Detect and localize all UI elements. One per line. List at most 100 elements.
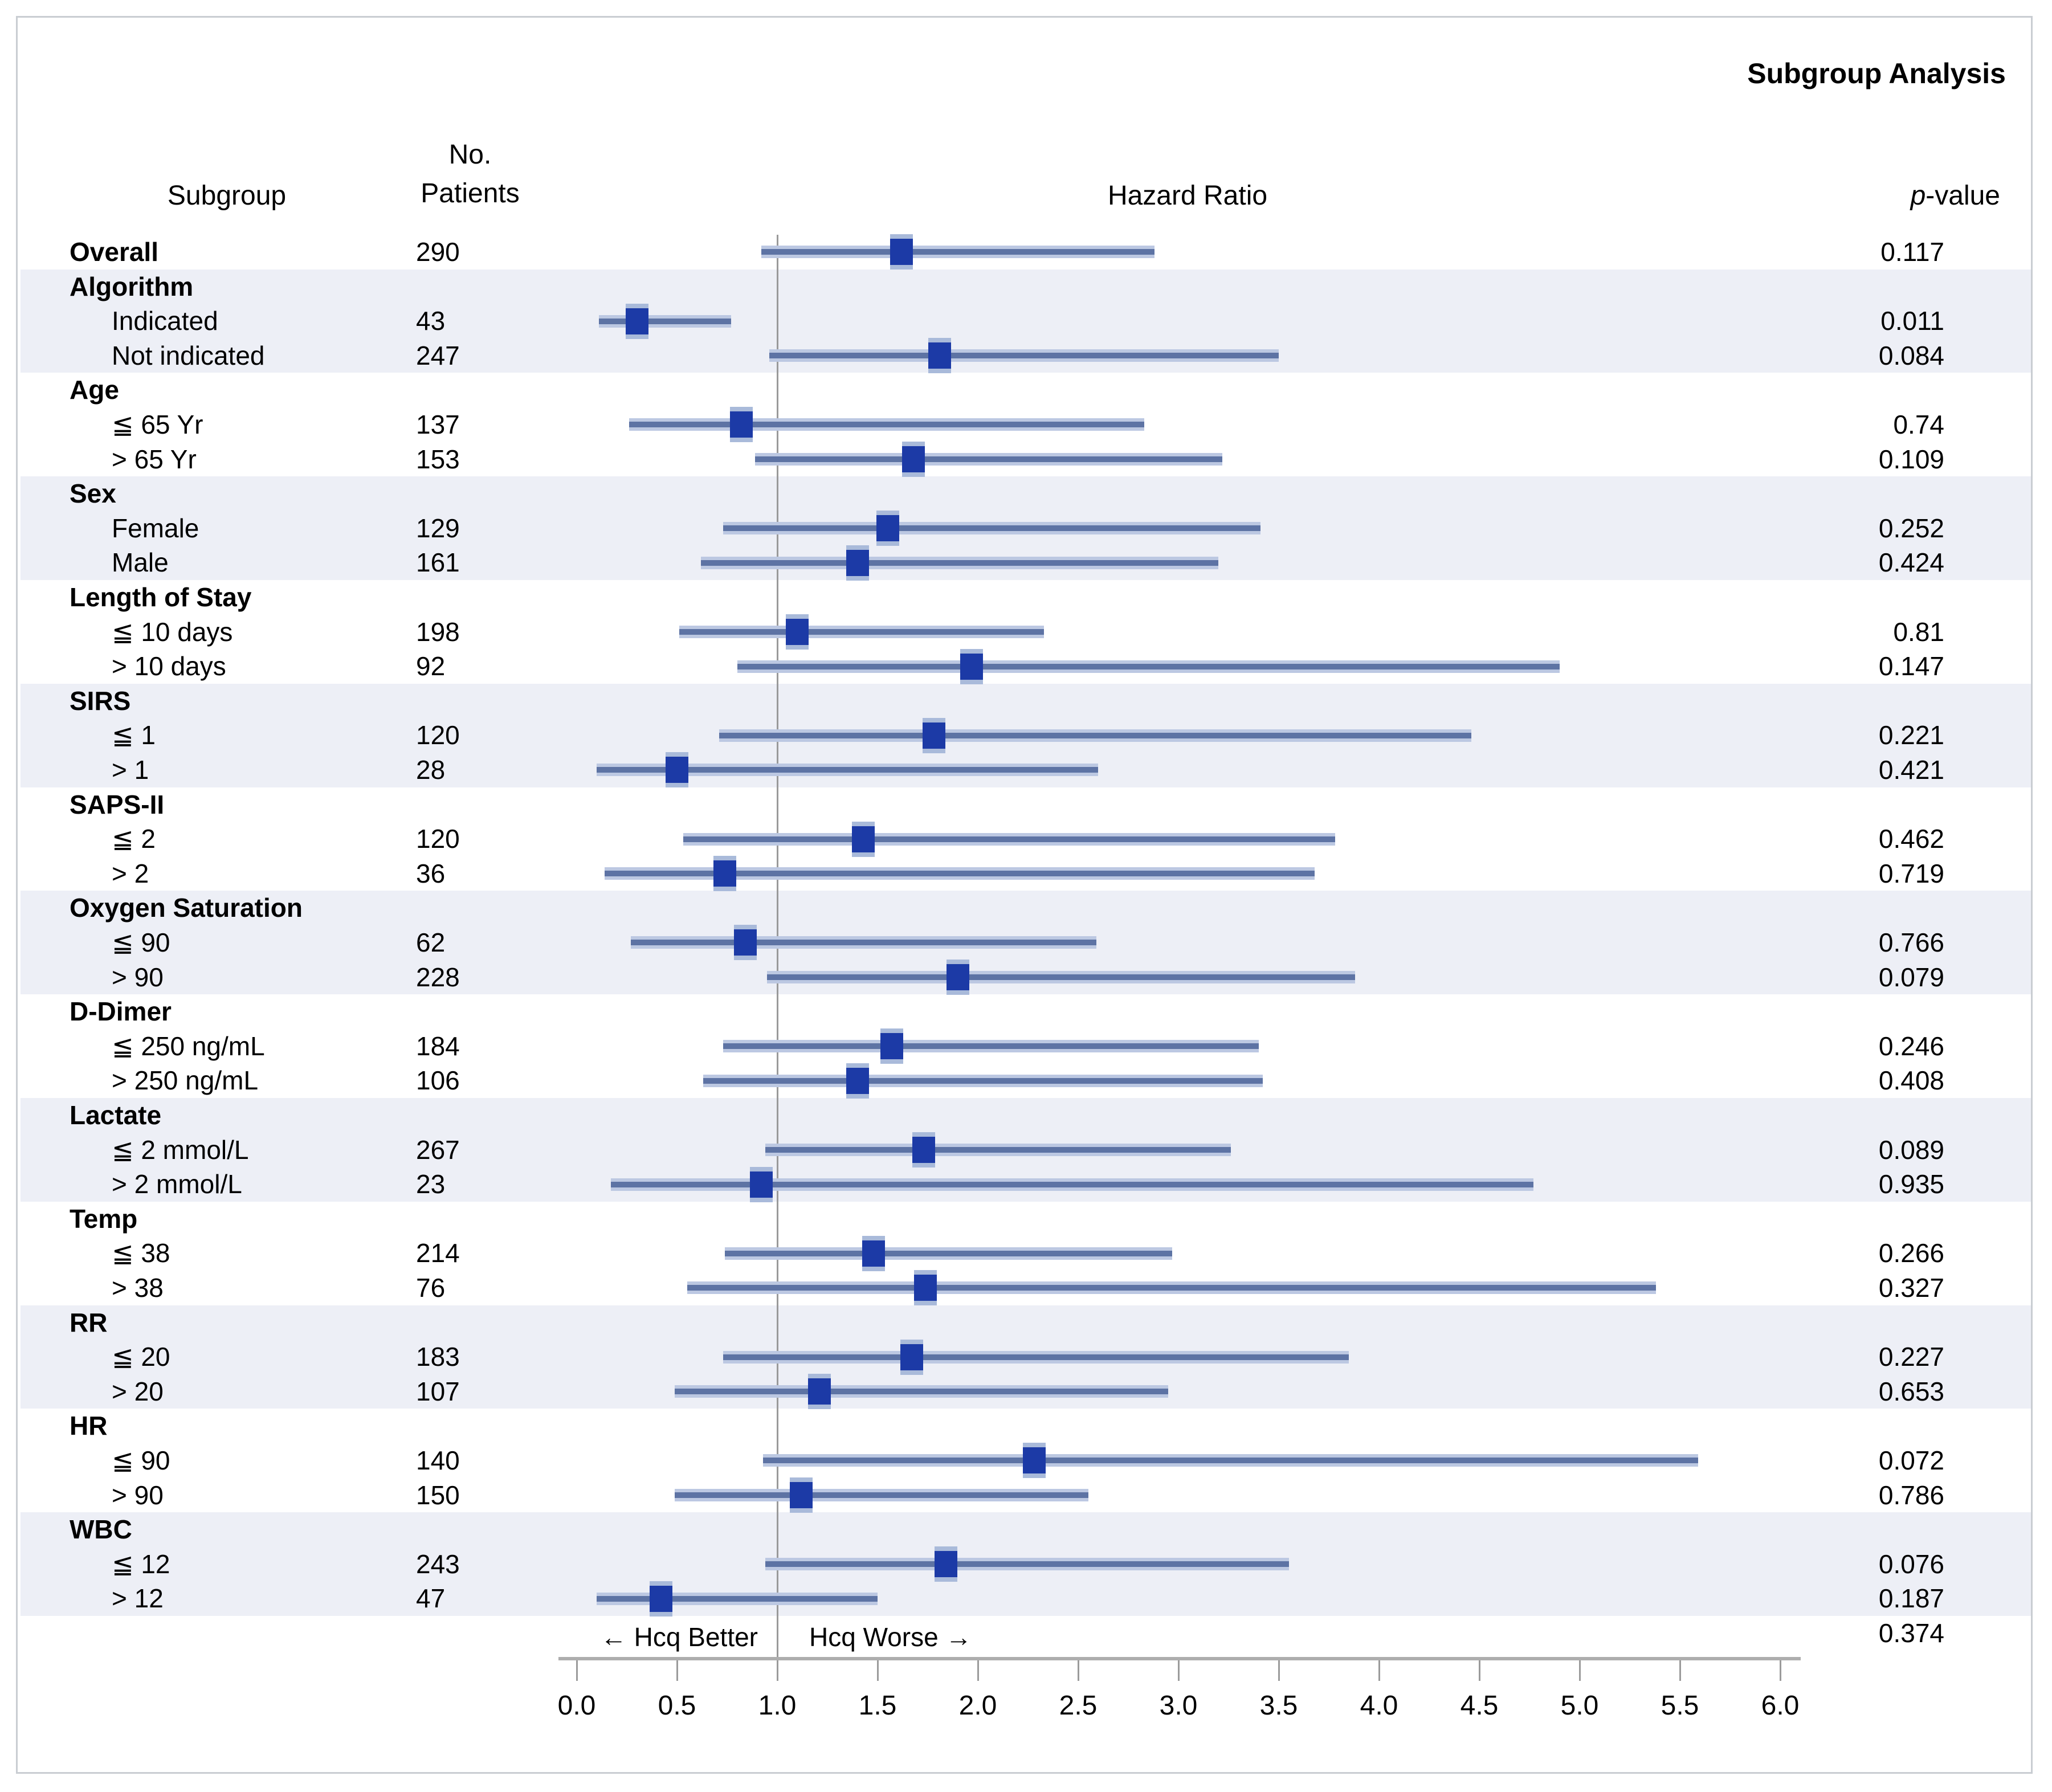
row-label: Algorithm [70,271,194,301]
row-label: RR [70,1307,108,1337]
row-p-value: 0.252 [1878,513,1944,543]
hazard-ratio-marker [749,1166,773,1202]
row-label: SIRS [70,685,131,716]
row-label: Not indicated [112,340,265,370]
row-label: ≦ 2 mmol/L [112,1134,249,1165]
row-p-value: 0.011 [1880,306,1944,336]
row-patient-count: 290 [416,237,460,267]
row-label: Female [112,513,199,543]
column-header-no: No. [448,140,492,170]
confidence-interval-bar [765,1558,1289,1571]
confidence-interval-bar [765,1143,1231,1156]
axis-label-hcq-worse: Hcq Worse → [809,1622,972,1652]
row-patient-count: 43 [416,306,446,336]
row-label: Temp [70,1203,138,1234]
row-patient-count: 247 [416,340,460,370]
row-label: > 12 [112,1583,164,1614]
column-header-subgroup: Subgroup [167,181,287,211]
x-axis-tick [977,1660,979,1681]
row-label: > 65 Yr [112,444,197,474]
row-patient-count: 214 [416,1238,460,1268]
row-label: > 2 [112,858,149,888]
row-p-value: 0.935 [1878,1169,1944,1199]
row-patient-count: 23 [416,1169,446,1199]
row-patient-count: 267 [416,1134,460,1165]
hazard-ratio-marker [862,1235,885,1271]
row-patient-count: 150 [416,1480,460,1510]
row-p-value: 0.246 [1878,1031,1944,1061]
axis-label-hcq-better: ← Hcq Better [600,1622,758,1652]
row-p-value: 0.072 [1878,1446,1944,1475]
row-p-value: 0.266 [1878,1238,1944,1268]
confidence-interval-bar [761,246,1154,259]
x-axis-tick [1479,1660,1480,1681]
column-header-p-value: p-value [1812,180,2000,211]
x-axis-tick-label: 2.0 [958,1691,997,1721]
hazard-ratio-marker [960,648,984,684]
row-patient-count: 137 [416,410,460,439]
hazard-ratio-marker [912,1132,935,1168]
row-label: ≦ 10 days [112,617,233,647]
row-p-value: 0.74 [1893,410,1944,439]
x-axis-tick-label: 6.0 [1761,1691,1800,1721]
row-patient-count: 161 [416,548,460,578]
row-patient-count: 92 [416,651,446,681]
row-label: ≦ 250 ng/mL [112,1031,265,1061]
row-p-value: 0.653 [1878,1376,1944,1406]
row-label: Male [112,548,169,578]
confidence-interval-bar [605,867,1315,880]
row-patient-count: 184 [416,1031,460,1061]
x-axis-tick-label: 1.0 [758,1691,797,1721]
confidence-interval-bar [683,832,1335,846]
confidence-interval-bar [629,418,1145,431]
row-patient-count: 28 [416,755,446,785]
row-p-value: 0.81 [1893,617,1944,647]
hazard-ratio-marker [922,717,945,753]
x-axis-tick [676,1660,678,1681]
x-axis-tick-label: 1.5 [858,1691,897,1721]
row-p-value: 0.424 [1878,548,1944,578]
confidence-interval-bar [737,660,1560,673]
confidence-interval-bar [701,556,1219,569]
column-header-patients: Patients [421,178,520,209]
row-p-value: 0.147 [1878,651,1944,681]
confidence-interval-bar [755,452,1223,466]
row-label: ≦ 1 [112,720,156,750]
hazard-ratio-marker [790,1477,813,1513]
row-label: Indicated [112,306,218,336]
row-p-value: 0.766 [1878,928,1944,957]
row-patient-count: 106 [416,1066,460,1096]
hazard-ratio-marker [729,407,753,443]
x-axis-tick [1780,1660,1781,1681]
row-patient-count: 120 [416,824,460,854]
row-p-value: 0.462 [1878,824,1944,854]
row-patient-count: 153 [416,444,460,474]
row-label: ≦ 20 [112,1342,170,1372]
hazard-ratio-marker [880,1028,903,1064]
hazard-ratio-marker [846,1063,869,1099]
row-label: Length of Stay [70,582,252,612]
hazard-ratio-marker [876,511,899,546]
p-value-rest: -value [1925,181,2000,211]
row-label: > 20 [112,1376,164,1406]
row-label: WBC [70,1515,132,1545]
x-axis-tick [877,1660,879,1681]
row-p-value: 0.227 [1878,1342,1944,1372]
hazard-ratio-marker [900,1339,923,1375]
hazard-ratio-marker [625,303,648,339]
row-patient-count: 107 [416,1376,460,1406]
row-label: > 2 mmol/L [112,1169,242,1199]
confidence-interval-bar [723,522,1261,535]
hazard-ratio-marker [786,614,809,650]
x-axis-tick [1378,1660,1380,1681]
p-value-italic-p: p [1910,181,1926,211]
hazard-ratio-marker [807,1374,831,1410]
x-axis-tick-label: 2.5 [1059,1691,1098,1721]
confidence-interval-bar [725,1247,1173,1260]
confidence-interval-bar [675,1385,1169,1398]
row-label: > 10 days [112,651,226,681]
row-patient-count: 120 [416,720,460,750]
confidence-interval-bar [675,1488,1088,1501]
row-p-value: 0.327 [1878,1273,1944,1303]
row-label: HR [70,1411,108,1441]
